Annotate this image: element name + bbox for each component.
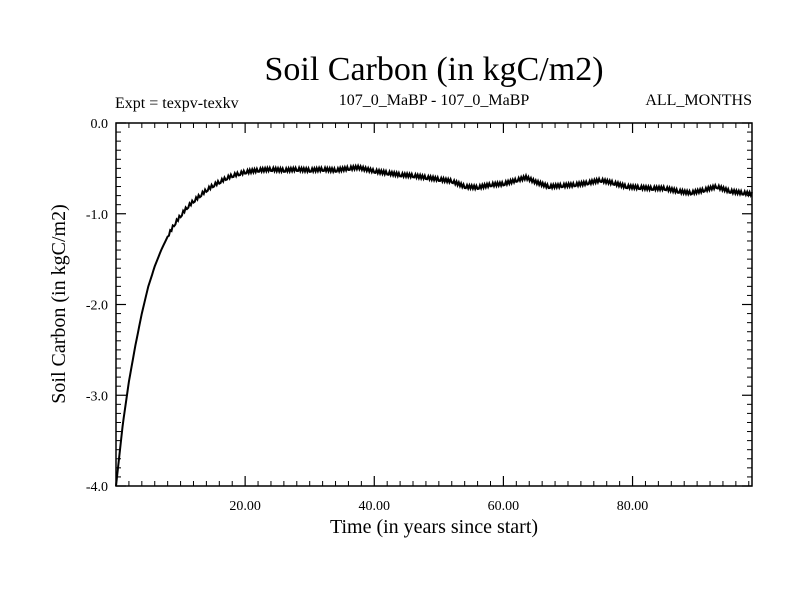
subtitle-left: Expt = texpv-texkv [115, 95, 239, 112]
x-tick-label: 60.00 [488, 499, 520, 514]
x-axis-title: Time (in years since start) [330, 516, 538, 538]
x-tick-label: 20.00 [229, 499, 261, 514]
y-axis-ticks: 0.0 -1.0 -2.0 -3.0 -4.0 [86, 117, 752, 495]
y-tick-label: 0.0 [91, 117, 109, 132]
y-axis-title: Soil Carbon (in kgC/m2) [48, 204, 70, 403]
x-tick-label: 80.00 [617, 499, 649, 514]
y-tick-label: -4.0 [86, 480, 108, 495]
x-tick-label: 40.00 [359, 499, 391, 514]
chart-title: Soil Carbon (in kgC/m2) [264, 51, 603, 88]
y-tick-label: -1.0 [86, 208, 108, 223]
y-tick-label: -3.0 [86, 389, 108, 404]
y-tick-label: -2.0 [86, 299, 108, 314]
subtitle-center: 107_0_MaBP - 107_0_MaBP [339, 92, 530, 109]
x-axis-ticks: 20.00 40.00 60.00 80.00 [128, 123, 750, 514]
subtitle-right: ALL_MONTHS [645, 92, 752, 109]
series-line-soil-carbon [115, 163, 753, 487]
